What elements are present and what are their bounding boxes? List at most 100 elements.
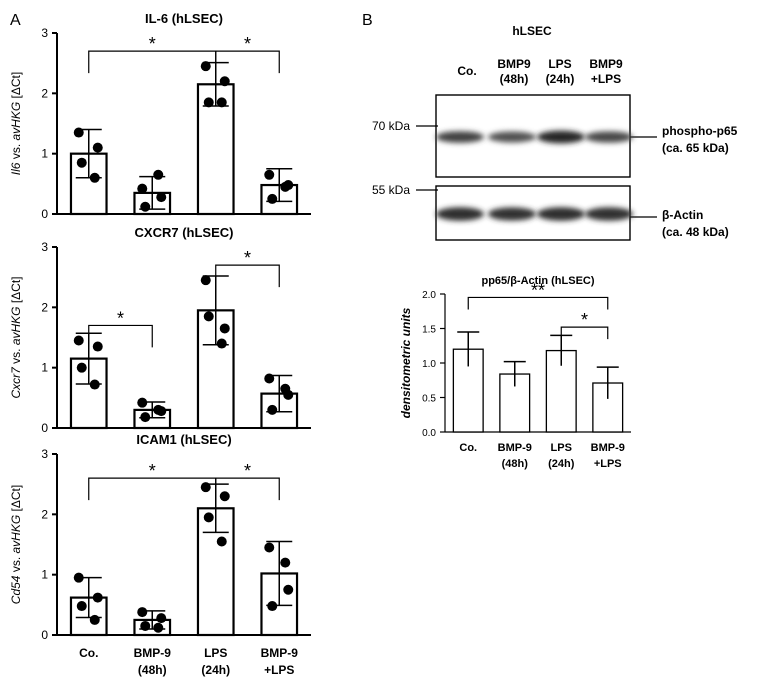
data-point (200, 61, 211, 72)
il6-chart: IL-6 (hLSEC) 0 1 2 3 Il6 vs. avHKG [ΔCt] * * (9, 11, 311, 221)
x-tick-label: Co. (459, 442, 477, 454)
significance-label: ** (531, 280, 545, 300)
data-point (73, 572, 84, 583)
blot-lane-label: LPS (24h) (546, 57, 575, 86)
y-tick-label: 3 (41, 240, 48, 254)
significance-bracket (467, 296, 609, 310)
data-point (283, 584, 294, 595)
blot-band (537, 207, 585, 221)
chart-title: ICAM1 (hLSEC) (136, 432, 231, 447)
y-tick-label: 1 (41, 147, 48, 161)
data-point (280, 181, 291, 192)
blot-band (436, 131, 484, 143)
y-tick-label: 2.0 (422, 290, 436, 301)
significance-label: * (581, 310, 588, 330)
band-size-beta-actin: (ca. 48 kDa) (662, 225, 729, 239)
data-point (140, 201, 151, 212)
y-tick-label: 0.5 (422, 394, 436, 405)
y-tick-label: 2 (41, 507, 48, 521)
data-point (76, 157, 87, 168)
significance-bracket (215, 50, 280, 74)
chart-title: CXCR7 (hLSEC) (135, 225, 234, 240)
marker-70-label: 70 kDa (372, 119, 410, 133)
y-tick-label: 1.0 (422, 359, 436, 370)
blot-band (537, 130, 585, 144)
data-point (153, 622, 164, 633)
band-label-phospho-p65: phospho-p65 (662, 124, 738, 138)
y-tick-label: 2 (41, 86, 48, 100)
y-tick-label: 3 (41, 26, 48, 40)
x-tick-label: LPS (24h) (548, 442, 575, 470)
blot-lane-label: Co. (457, 64, 476, 78)
y-tick-label: 3 (41, 447, 48, 461)
chart-title: IL-6 (hLSEC) (145, 11, 223, 26)
y-tick-label: 0 (41, 628, 48, 642)
significance-label: * (117, 308, 124, 328)
data-point (216, 338, 227, 349)
data-point (153, 404, 164, 415)
x-tick-label: BMP-9 (48h) (498, 442, 532, 470)
y-axis-label: Cxcr7 vs. avHKG [ΔCt] (9, 276, 23, 398)
data-point (156, 192, 167, 203)
data-point (92, 142, 103, 153)
data-point (203, 311, 214, 322)
blot-band (488, 207, 536, 221)
data-point (203, 97, 214, 108)
x-tick-label: LPS (24h) (201, 646, 230, 677)
data-point (156, 613, 167, 624)
data-point (219, 323, 230, 334)
y-axis-label: Il6 vs. avHKG [ΔCt] (9, 72, 23, 175)
panel-letter-b: B (362, 12, 373, 29)
data-point (73, 127, 84, 138)
significance-label: * (244, 461, 251, 481)
data-point (89, 172, 100, 183)
x-tick-label: Co. (79, 646, 98, 660)
blot-band (488, 131, 536, 143)
blot-lane-label: BMP9 (48h) (497, 57, 531, 86)
data-point (280, 557, 291, 568)
blot-cell-label: hLSEC (512, 24, 552, 38)
data-point (76, 362, 87, 373)
data-point (200, 482, 211, 493)
significance-label: * (244, 248, 251, 268)
y-tick-label: 0.0 (422, 428, 436, 439)
significance-bracket (215, 477, 280, 501)
y-tick-label: 2 (41, 300, 48, 314)
band-size-phospho-p65: (ca. 65 kDa) (662, 141, 729, 155)
data-point (76, 601, 87, 612)
blot-lane-label: BMP9 +LPS (589, 57, 623, 86)
significance-label: * (149, 461, 156, 481)
panel-letter-a: A (10, 12, 21, 29)
data-point (264, 373, 275, 384)
data-point (200, 275, 211, 286)
y-tick-label: 1.5 (422, 325, 436, 336)
band-label-beta-actin: β-Actin (662, 208, 703, 222)
significance-bracket (88, 324, 153, 348)
data-point (264, 169, 275, 180)
y-tick-label: 0 (41, 207, 48, 221)
data-point (137, 183, 148, 194)
blot-bands (436, 130, 633, 221)
cxcr7-chart: CXCR7 (hLSEC) 0 1 2 3 Cxcr7 vs. avHKG [ΔCt] * * (9, 225, 311, 435)
x-tick-label: BMP-9 +LPS (591, 442, 625, 470)
x-tick-label: BMP-9 +LPS (261, 646, 299, 677)
y-tick-label: 1 (41, 568, 48, 582)
y-axis-label: densitometric units (399, 307, 413, 418)
y-tick-label: 1 (41, 361, 48, 375)
data-point (92, 341, 103, 352)
data-point (140, 620, 151, 631)
blot-band (436, 207, 484, 221)
data-point (216, 97, 227, 108)
chart-title: pp65/β-Actin (hLSEC) (481, 275, 594, 287)
western-blot: hLSEC Co. BMP9 (48h) LPS (24h) BMP9 +LPS 70… (372, 24, 738, 241)
data-point (267, 404, 278, 415)
data-point (137, 397, 148, 408)
data-point (153, 169, 164, 180)
blot-lane-header-0: Co. (457, 64, 476, 78)
significance-bracket (88, 477, 217, 501)
x-tick-label: BMP-9 (48h) (134, 646, 172, 677)
significance-label: * (149, 34, 156, 54)
data-point (216, 536, 227, 547)
data-point (89, 614, 100, 625)
data-point (92, 592, 103, 603)
